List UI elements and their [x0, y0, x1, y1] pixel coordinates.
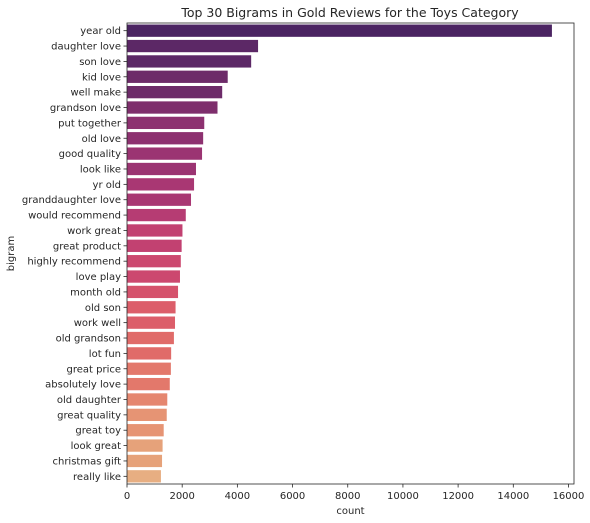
y-tick-label: would recommend: [28, 211, 121, 222]
y-tick-label: son love: [79, 57, 121, 68]
y-tick-label: old love: [82, 134, 121, 145]
y-tick-label: look great: [71, 441, 122, 452]
bar-look-great: [127, 439, 163, 452]
y-tick-label: lot fun: [89, 349, 121, 360]
bar-absolutely-love: [127, 377, 170, 391]
y-tick-label: love play: [76, 272, 121, 283]
bar-really-like: [127, 470, 161, 483]
bar-yr-old: [127, 178, 195, 191]
bar-kid-love: [127, 70, 228, 83]
x-tick-label: 2000: [169, 491, 194, 502]
bar-grandson-love: [127, 101, 218, 114]
y-tick-label: old son: [85, 303, 121, 314]
y-tick-label: granddaughter love: [22, 195, 121, 206]
chart-title: Top 30 Bigrams in Gold Reviews for the T…: [180, 5, 519, 20]
bar-son-love: [127, 55, 252, 68]
bar-put-together: [127, 116, 205, 130]
y-tick-label: christmas gift: [52, 456, 121, 467]
y-tick-label: absolutely love: [45, 380, 121, 391]
x-axis-ticks: 0 2000 4000 6000 8000 10000 12000 14000 16000: [124, 484, 585, 502]
y-tick-label: great quality: [57, 410, 121, 421]
x-tick-label: 12000: [442, 491, 474, 502]
y-tick-label: grandson love: [50, 103, 121, 114]
y-tick-label: good quality: [59, 149, 121, 160]
bar-old-son: [127, 301, 176, 314]
y-tick-label: old daughter: [57, 395, 122, 406]
y-axis-title: bigram: [6, 236, 17, 271]
x-tick-label: 0: [124, 491, 130, 502]
y-tick-label: old grandson: [56, 334, 121, 345]
bar-great-price: [127, 362, 171, 375]
bar-christmas-gift: [127, 454, 163, 468]
bar-great-toy: [127, 424, 164, 437]
bar-highly-recommend: [127, 255, 181, 268]
x-tick-label: 4000: [225, 491, 250, 502]
y-tick-label: daughter love: [51, 42, 121, 53]
bar-love-play: [127, 270, 180, 283]
x-tick-label: 6000: [280, 491, 305, 502]
y-tick-label: great toy: [75, 426, 121, 437]
bar-work-great: [127, 224, 183, 237]
bar-year-old: [127, 24, 552, 37]
bar-daughter-love: [127, 39, 259, 53]
y-tick-label: yr old: [93, 180, 121, 191]
y-tick-label: highly recommend: [27, 257, 121, 268]
y-axis-ticks: year old daughter love son love kid love wel…: [22, 26, 127, 483]
x-tick-label: 8000: [335, 491, 360, 502]
bar-great-quality: [127, 408, 167, 421]
y-tick-label: month old: [70, 287, 121, 298]
x-axis-title: count: [336, 506, 364, 517]
bars-group: [127, 24, 552, 483]
y-tick-label: well make: [70, 88, 121, 99]
bar-work-well: [127, 316, 176, 329]
bar-good-quality: [127, 147, 203, 160]
y-tick-label: year old: [80, 26, 121, 37]
y-tick-label: work great: [67, 226, 121, 237]
bar-would-recommend: [127, 208, 186, 222]
x-tick-label: 14000: [497, 491, 529, 502]
bar-old-love: [127, 132, 204, 145]
y-tick-label: work well: [74, 318, 121, 329]
y-tick-label: great product: [53, 241, 121, 252]
y-tick-label: look like: [80, 164, 121, 175]
y-tick-label: kid love: [82, 72, 121, 83]
bar-granddaughter-love: [127, 193, 192, 206]
y-tick-label: really like: [73, 472, 121, 483]
y-tick-label: great price: [66, 364, 121, 375]
bar-look-like: [127, 162, 196, 176]
bar-great-product: [127, 239, 182, 252]
bar-month-old: [127, 285, 179, 299]
y-tick-label: put together: [58, 118, 122, 129]
plot-frame: [126, 22, 575, 485]
bar-lot-fun: [127, 347, 172, 360]
bar-old-grandson: [127, 331, 174, 345]
x-tick-label: 16000: [553, 491, 585, 502]
bar-old-daughter: [127, 393, 168, 406]
bar-well-make: [127, 86, 223, 99]
x-tick-label: 10000: [387, 491, 419, 502]
